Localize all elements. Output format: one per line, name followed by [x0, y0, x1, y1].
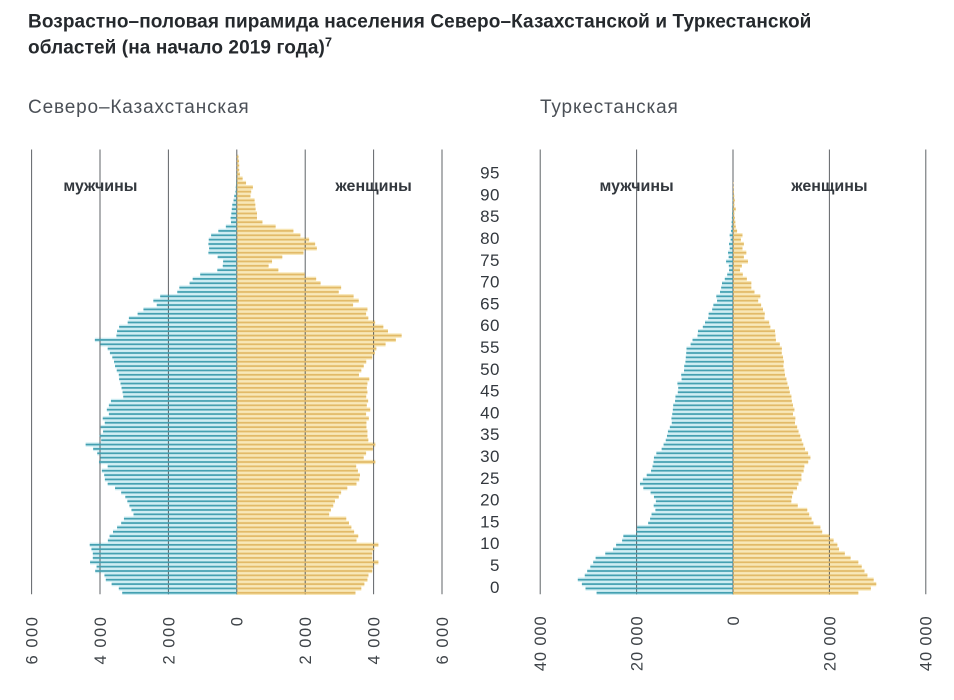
svg-text:90: 90 [480, 185, 500, 204]
svg-text:30: 30 [480, 447, 500, 466]
svg-text:20: 20 [480, 491, 500, 510]
svg-text:60: 60 [480, 316, 500, 335]
svg-text:областей (на начало 2019 года): областей (на начало 2019 года)7 [28, 36, 332, 59]
svg-text:85: 85 [480, 207, 500, 226]
svg-text:Возрастно–половая пирамида нас: Возрастно–половая пирамида населения Сев… [28, 12, 811, 33]
svg-text:женщины: женщины [334, 178, 411, 195]
svg-text:45: 45 [480, 382, 500, 401]
svg-text:40 000: 40 000 [532, 616, 550, 672]
svg-text:75: 75 [480, 251, 500, 270]
svg-text:40: 40 [480, 403, 500, 422]
svg-text:15: 15 [480, 512, 500, 531]
svg-text:4 000: 4 000 [366, 616, 384, 665]
svg-text:25: 25 [480, 469, 500, 488]
svg-text:2 000: 2 000 [160, 616, 178, 665]
svg-text:6 000: 6 000 [434, 616, 452, 665]
svg-text:мужчины: мужчины [63, 178, 137, 195]
svg-text:0: 0 [725, 616, 743, 626]
svg-text:20 000: 20 000 [821, 616, 839, 672]
svg-text:10: 10 [480, 534, 500, 553]
svg-text:4 000: 4 000 [92, 616, 110, 665]
svg-text:женщины: женщины [790, 178, 867, 195]
svg-text:70: 70 [480, 273, 500, 292]
svg-text:20 000: 20 000 [629, 616, 647, 672]
svg-text:5: 5 [490, 556, 500, 575]
svg-text:6 000: 6 000 [24, 616, 42, 665]
svg-text:Северо–Казахстанская: Северо–Казахстанская [28, 97, 250, 118]
svg-text:Туркестанская: Туркестанская [540, 97, 679, 118]
svg-text:40 000: 40 000 [918, 616, 936, 672]
svg-text:80: 80 [480, 229, 500, 248]
svg-text:65: 65 [480, 294, 500, 313]
svg-text:55: 55 [480, 338, 500, 357]
svg-text:0: 0 [229, 616, 247, 627]
svg-text:0: 0 [490, 578, 500, 597]
svg-text:35: 35 [480, 425, 500, 444]
svg-text:2 000: 2 000 [297, 616, 315, 665]
svg-text:95: 95 [480, 164, 500, 183]
svg-text:мужчины: мужчины [600, 178, 674, 195]
svg-text:50: 50 [480, 360, 500, 379]
